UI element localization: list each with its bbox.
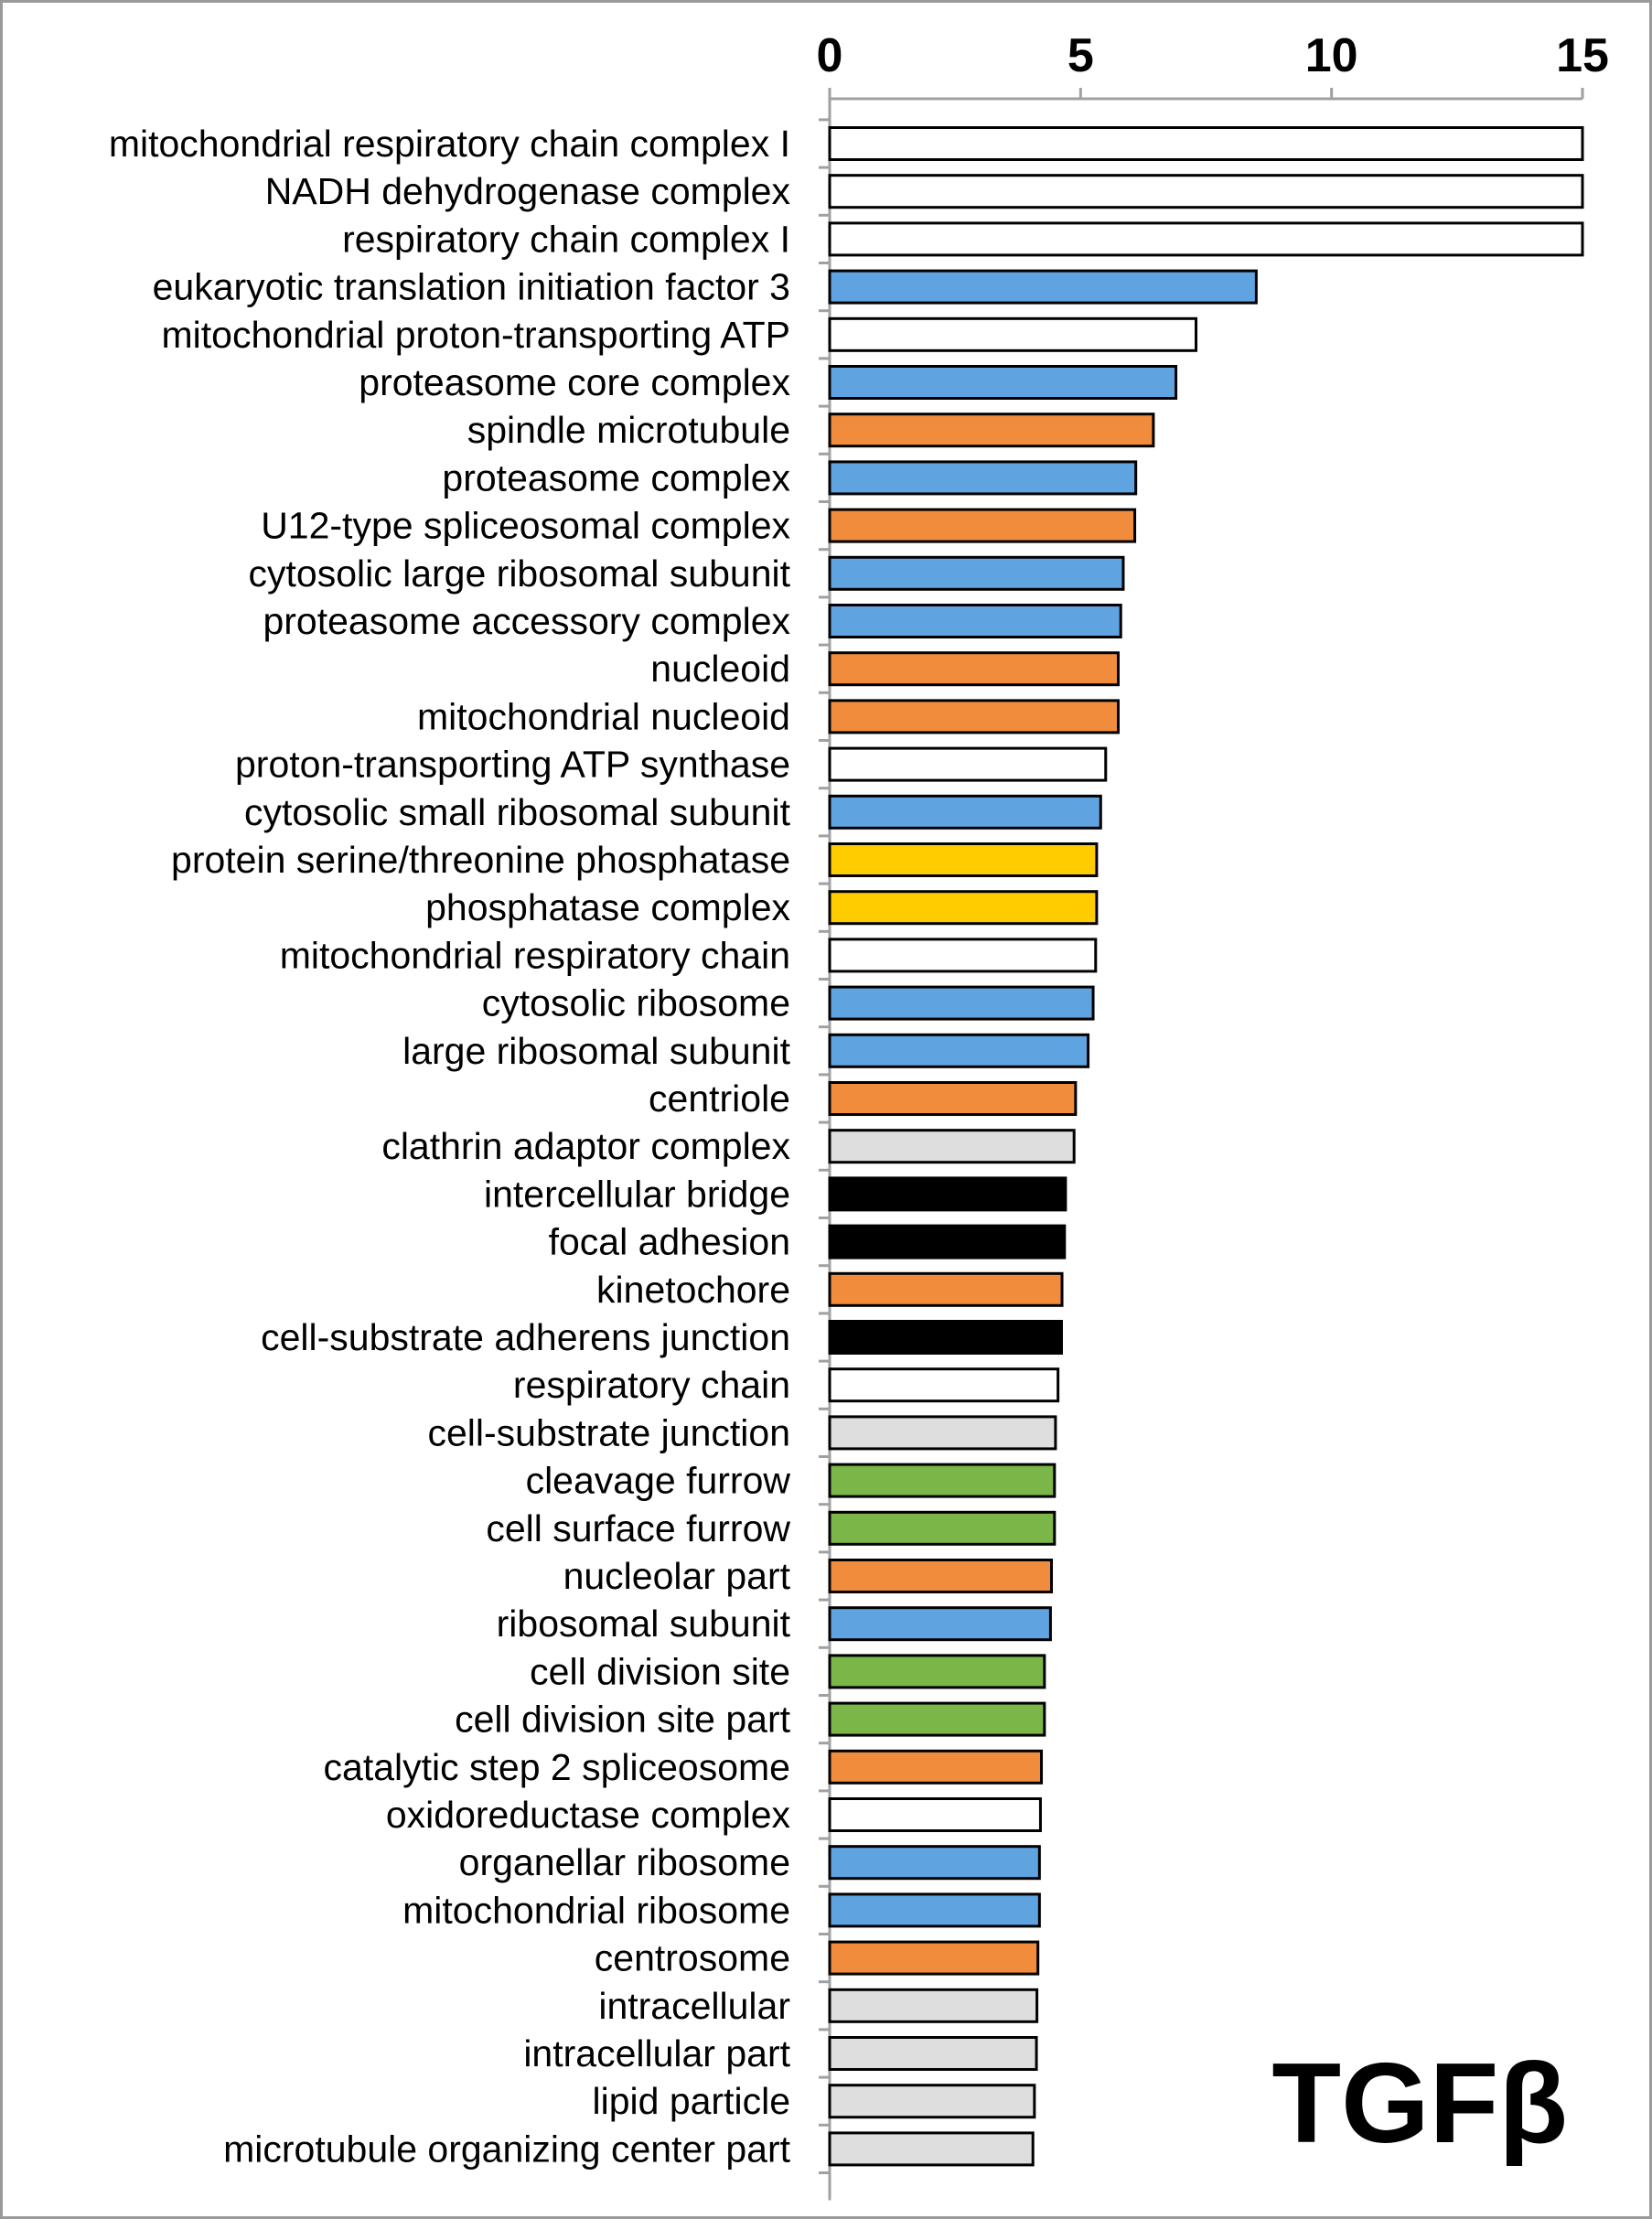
category-label: microtubule organizing center part <box>223 2128 790 2170</box>
bar <box>828 1701 1046 1737</box>
category-label: proteasome accessory complex <box>263 600 790 642</box>
bar <box>828 1606 1052 1642</box>
category-label: intracellular <box>598 1985 790 2027</box>
bar <box>828 1510 1057 1546</box>
category-label: eukaryotic translation initiation factor… <box>153 266 790 308</box>
category-label: mitochondrial nucleoid <box>417 695 790 737</box>
category-label: oxidoreductase complex <box>386 1794 791 1836</box>
bar <box>828 1415 1057 1451</box>
category-label: proton-transporting ATP synthase <box>235 744 790 786</box>
bar <box>828 460 1138 496</box>
category-label: mitochondrial ribosome <box>402 1889 790 1931</box>
bar <box>828 794 1102 830</box>
category-label: respiratory chain complex I <box>342 218 790 260</box>
bar <box>828 1129 1076 1164</box>
category-label: large ribosomal subunit <box>402 1030 791 1072</box>
category-label: cell-substrate junction <box>427 1411 790 1453</box>
category-label: cell division site part <box>455 1699 790 1741</box>
bar <box>828 555 1125 591</box>
category-label: ribosomal subunit <box>497 1603 791 1645</box>
category-label: spindle microtubule <box>467 409 790 451</box>
category-label: organellar ribosome <box>459 1841 790 1883</box>
x-tick-label: 10 <box>1305 29 1358 82</box>
bar <box>828 1320 1063 1355</box>
bar <box>828 1367 1060 1403</box>
category-label: mitochondrial respiratory chain complex … <box>109 123 790 165</box>
x-tick-label: 15 <box>1556 29 1609 82</box>
bar <box>828 1749 1044 1785</box>
category-label: clathrin adaptor complex <box>381 1125 790 1167</box>
axis-group: 0 5 10 15 <box>817 29 1609 2201</box>
bar <box>828 699 1120 734</box>
bar <box>828 890 1099 926</box>
bar <box>828 1988 1039 2023</box>
bar <box>828 2036 1038 2071</box>
category-label: nucleolar part <box>563 1555 791 1597</box>
bar <box>828 842 1099 877</box>
category-label: centrosome <box>595 1937 790 1979</box>
chart-annotation: TGFβ <box>1271 2041 1568 2167</box>
category-label: NADH dehydrogenase complex <box>265 170 791 212</box>
bar <box>828 508 1137 543</box>
category-label: cell division site <box>530 1650 790 1692</box>
bar <box>828 1271 1064 1307</box>
bars-group <box>828 126 1584 2167</box>
bar <box>828 1654 1046 1689</box>
category-label: mitochondrial proton-transporting ATP <box>162 314 790 356</box>
bar <box>828 1224 1067 1260</box>
bar <box>828 938 1098 973</box>
bar <box>828 1176 1067 1212</box>
category-label: cytosolic small ribosomal subunit <box>244 791 791 833</box>
bar <box>828 1559 1054 1593</box>
category-label: cytosolic large ribosomal subunit <box>249 552 791 595</box>
category-label: kinetochore <box>596 1269 790 1311</box>
bar <box>828 746 1108 782</box>
category-label: catalytic step 2 spliceosome <box>324 1746 790 1788</box>
bar <box>828 1081 1078 1116</box>
bar <box>828 2084 1036 2119</box>
category-label: centriole <box>649 1077 790 1120</box>
bar <box>828 1940 1040 1976</box>
bar <box>828 1033 1090 1068</box>
category-label: proteasome core complex <box>359 361 790 403</box>
bar <box>828 269 1258 305</box>
category-label: U12-type spliceosomal complex <box>261 505 790 547</box>
category-label: respiratory chain <box>513 1364 790 1406</box>
bar <box>828 1463 1057 1498</box>
bar <box>828 985 1095 1021</box>
category-label: lipid particle <box>593 2080 791 2122</box>
category-label: cytosolic ribosome <box>482 982 790 1024</box>
x-tick-label: 5 <box>1067 29 1094 82</box>
category-labels: mitochondrial respiratory chain complex … <box>109 123 791 2170</box>
bar <box>828 1797 1042 1832</box>
bar <box>828 316 1198 352</box>
category-label: cell surface furrow <box>486 1507 790 1549</box>
category-label: nucleoid <box>650 648 790 690</box>
category-label: focal adhesion <box>549 1221 790 1263</box>
category-label: proteasome complex <box>442 456 790 498</box>
category-label: phosphatase complex <box>425 886 790 928</box>
category-label: cleavage furrow <box>526 1460 791 1502</box>
category-label: mitochondrial respiratory chain <box>280 934 790 976</box>
bar <box>828 1892 1041 1928</box>
bar <box>828 413 1155 448</box>
category-label: cell-substrate adherens junction <box>261 1316 790 1358</box>
category-label: intercellular bridge <box>484 1173 790 1215</box>
category-label: intracellular part <box>523 2032 790 2074</box>
bar <box>828 604 1122 638</box>
bar <box>828 365 1178 400</box>
bar <box>828 221 1584 257</box>
bar <box>828 2131 1035 2167</box>
x-tick-label: 0 <box>817 29 843 82</box>
bar <box>828 126 1584 161</box>
bar <box>828 174 1584 209</box>
bar <box>828 651 1120 687</box>
bar <box>828 1845 1041 1881</box>
category-label: protein serine/threonine phosphatase <box>171 839 790 881</box>
